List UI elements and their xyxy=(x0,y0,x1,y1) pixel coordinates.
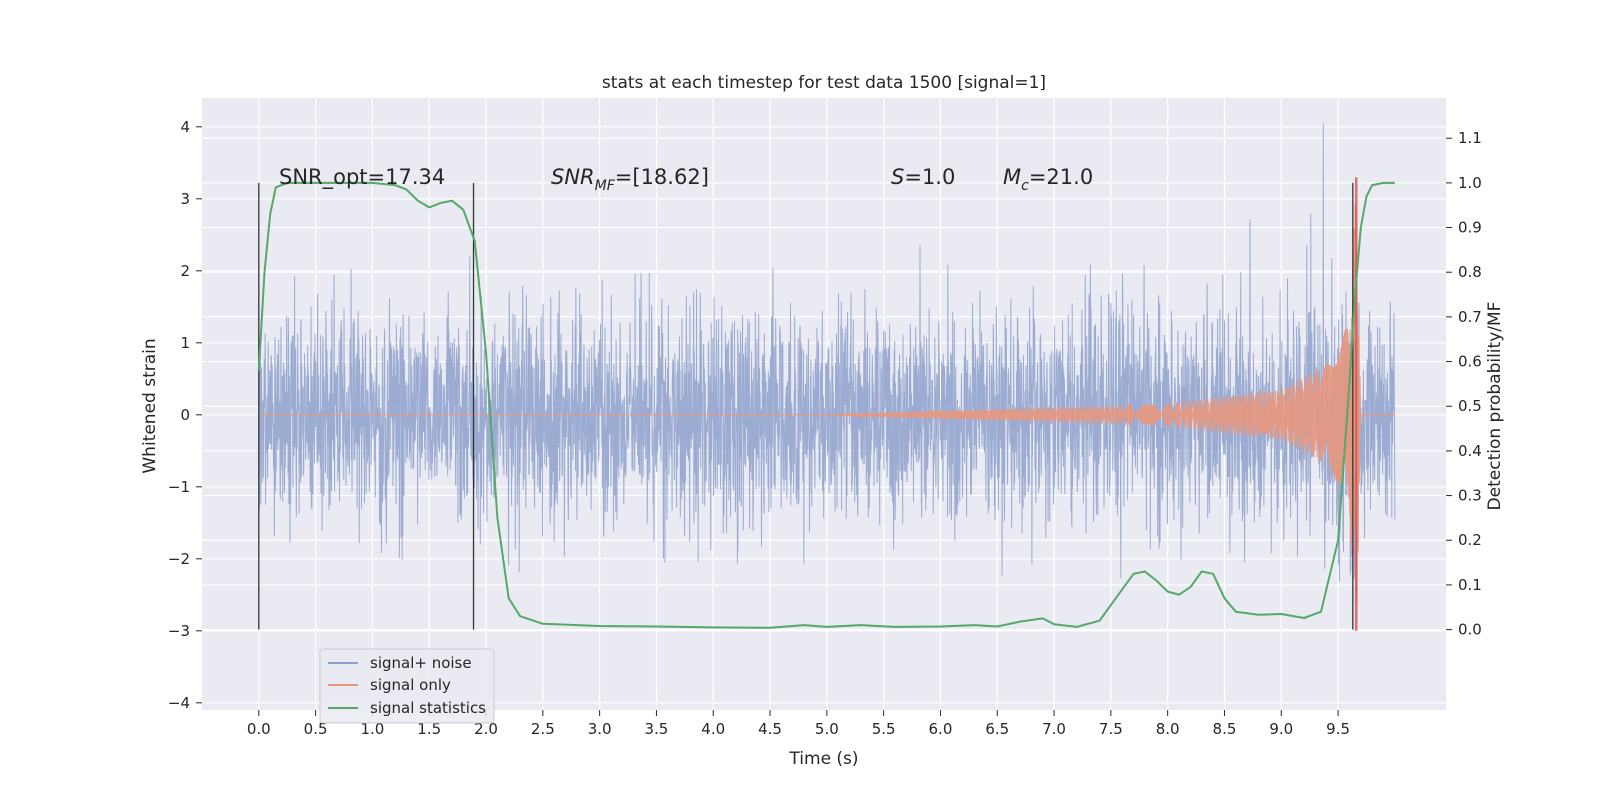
x-tick-label: 2.5 xyxy=(531,720,555,738)
x-tick-label: 6.5 xyxy=(985,720,1009,738)
legend-box xyxy=(319,648,495,724)
right-y-tick-label: 0.2 xyxy=(1458,531,1482,549)
vertical-markers xyxy=(258,182,1354,630)
legend-label-signal-noise: signal+ noise xyxy=(370,654,472,672)
x-tick-label: 9.5 xyxy=(1326,720,1350,738)
right-y-tick-label: 0.1 xyxy=(1458,576,1482,594)
y-tick-label: 1 xyxy=(180,334,190,352)
x-tick-label: 0.0 xyxy=(247,720,271,738)
x-tick-label: 8.0 xyxy=(1156,720,1180,738)
x-tick-label: 3.0 xyxy=(588,720,612,738)
y-tick-label: 4 xyxy=(180,118,190,136)
annotation-snr-mf-main: SNR xyxy=(551,165,595,189)
x-tick-label: 6.0 xyxy=(929,720,953,738)
x-tick-label: 5.0 xyxy=(815,720,839,738)
y-axis-ticks: −4 −3 −2 −1 0 1 2 3 4 xyxy=(168,118,202,712)
x-tick-label: 1.5 xyxy=(417,720,441,738)
signal-only-series xyxy=(258,177,1395,631)
right-y-tick-label: 1.1 xyxy=(1458,129,1482,147)
right-y-tick-label: 0.7 xyxy=(1458,308,1482,326)
y-tick-label: −2 xyxy=(168,550,190,568)
y-tick-label: −1 xyxy=(168,478,190,496)
y-tick-label: 3 xyxy=(180,190,190,208)
x-tick-label: 8.5 xyxy=(1213,720,1237,738)
legend-label-signal-statistics: signal statistics xyxy=(370,699,486,717)
annotation-mc: Mc=21.0 xyxy=(1003,165,1093,194)
x-tick-label: 0.5 xyxy=(304,720,328,738)
y-tick-label: −4 xyxy=(168,694,190,712)
x-tick-label: 2.0 xyxy=(474,720,498,738)
annotation-s-main: S xyxy=(891,165,904,189)
annotation-mc-main: M xyxy=(1003,165,1021,189)
signal-plus-noise-series xyxy=(258,123,1396,582)
y-tick-label: −3 xyxy=(168,622,190,640)
annotation-mc-sub: c xyxy=(1021,178,1029,194)
x-tick-label: 4.0 xyxy=(701,720,725,738)
x-axis-label: Time (s) xyxy=(788,749,858,769)
annotation-snr-mf-value: =[18.62] xyxy=(615,165,709,189)
legend: signal+ noise signal only signal statist… xyxy=(319,648,495,724)
right-y-axis-label: Detection probability/MF xyxy=(1485,302,1505,511)
annotation-s-value: =1.0 xyxy=(904,165,955,189)
y-tick-label: 2 xyxy=(180,262,190,280)
signal-statistics-line xyxy=(257,181,1395,629)
right-y-tick-label: 0.6 xyxy=(1458,353,1482,371)
annotation-snr-mf: SNRMF=[18.62] xyxy=(551,165,709,194)
x-tick-label: 7.0 xyxy=(1042,720,1066,738)
x-tick-label: 9.0 xyxy=(1269,720,1293,738)
right-y-axis-ticks: 0.0 0.1 0.2 0.3 0.4 0.5 0.6 0.7 0.8 0.9 1.0 1.1 xyxy=(1446,129,1482,639)
right-y-tick-label: 0.9 xyxy=(1458,219,1482,237)
right-y-tick-label: 0.8 xyxy=(1458,263,1482,281)
annotation-mc-value: =21.0 xyxy=(1029,165,1093,189)
x-tick-label: 1.0 xyxy=(360,720,384,738)
x-tick-label: 4.5 xyxy=(758,720,782,738)
y-axis-label: Whitened strain xyxy=(140,338,160,473)
x-axis-ticks: 0.0 0.5 1.0 1.5 2.0 2.5 3.0 3.5 4.0 4.5 5.0 5.5 6.0 6… xyxy=(247,710,1350,738)
annotation-snr-mf-sub: MF xyxy=(595,178,616,194)
legend-label-signal-only: signal only xyxy=(370,676,451,694)
x-tick-label: 5.5 xyxy=(872,720,896,738)
right-y-tick-label: 1.0 xyxy=(1458,174,1482,192)
right-y-tick-label: 0.5 xyxy=(1458,397,1482,415)
signal-plus-noise-line xyxy=(258,123,1396,582)
signal-only-line xyxy=(258,203,1395,605)
right-y-tick-label: 0.4 xyxy=(1458,442,1482,460)
x-tick-label: 7.5 xyxy=(1099,720,1123,738)
right-y-tick-label: 0.3 xyxy=(1458,487,1482,505)
chart-title: stats at each timestep for test data 150… xyxy=(602,73,1046,93)
x-tick-label: 3.5 xyxy=(644,720,668,738)
right-y-tick-label: 0.0 xyxy=(1458,621,1482,639)
y-tick-label: 0 xyxy=(180,406,190,424)
annotation-s: S=1.0 xyxy=(891,165,955,189)
annotation-snr-opt: SNR_opt=17.34 xyxy=(279,165,445,190)
signal-statistics-series xyxy=(257,181,1395,629)
